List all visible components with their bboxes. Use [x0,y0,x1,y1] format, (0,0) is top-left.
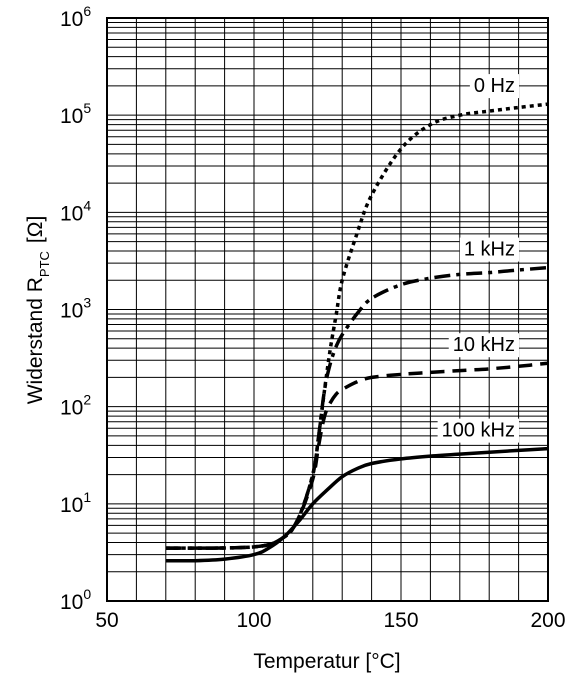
series-label: 10 kHz [453,334,515,356]
x-axis-title: Temperatur [°C] [253,650,400,673]
series-label: 100 kHz [442,420,515,442]
series-group [165,102,549,563]
y-tick-label: 100 [60,586,91,614]
y-tick-labels: 100 101 102 103 104 105 106 [60,3,91,614]
grid [106,17,549,602]
y-tick-label: 106 [60,3,91,31]
y-axis-title-unit: [Ω] [24,216,47,243]
series-label-background [448,333,519,358]
series-label-background [469,74,519,99]
y-tick-label: 105 [60,100,91,128]
y-tick-label: 103 [60,295,91,323]
series-labels: 0 Hz 1 kHz 10 kHz 100 kHz [437,74,519,443]
plot-frame [106,17,549,602]
x-tick-labels: 50 100 150 200 [95,609,565,632]
y-axis-title: Widerstand RPTC [Ω] [24,216,52,405]
x-tick-label: 50 [95,609,118,632]
series-label: 1 kHz [464,239,515,261]
y-tick-label: 102 [60,392,91,420]
x-tick-label: 100 [236,609,271,632]
y-tick-label: 104 [60,197,91,225]
series-line-100-khz [165,446,549,563]
x-tick-label: 200 [530,609,565,632]
series-label-background [459,237,519,262]
series-line-0-hz [165,102,549,550]
y-axis-title-main: Widerstand R [24,277,47,404]
series-label: 0 Hz [474,75,515,97]
x-tick-label: 150 [383,609,418,632]
y-axis-title-sub: PTC [37,251,52,277]
y-tick-label: 101 [60,489,91,517]
series-label-background [437,418,519,443]
